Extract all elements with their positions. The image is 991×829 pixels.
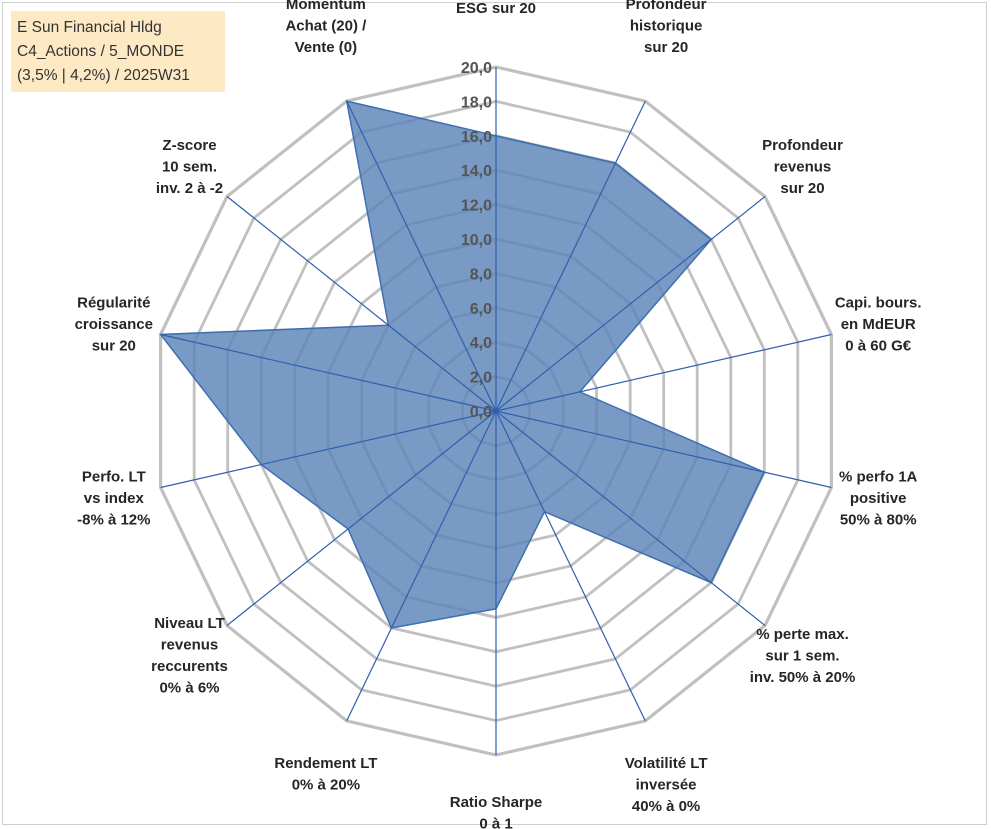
- axis-label-5-line-2: positive: [850, 490, 907, 507]
- axis-label-8-line-1: Ratio Sharpe: [450, 794, 543, 811]
- tick-label-3: 6,0: [470, 301, 492, 318]
- axis-label-5-line-3: 50% à 80%: [840, 512, 917, 529]
- axis-label-1: NoteESG sur 20: [456, 0, 536, 17]
- info-box-line-2: C4_Actions / 5_MONDE: [17, 43, 185, 60]
- axis-label-12-line-2: croissance: [75, 316, 153, 333]
- axis-label-7-line-3: 40% à 0%: [632, 798, 700, 815]
- axis-label-3: Profondeur revenus sur 20: [762, 137, 843, 197]
- axis-label-10: Niveau LT revenus reccurents 0% à 6%: [151, 615, 228, 697]
- axis-label-10-line-3: reccurents: [151, 658, 228, 675]
- axis-label-layer: NoteESG sur 20 Profondeur historique sur 20…: [75, 0, 922, 829]
- tick-label-6: 12,0: [461, 198, 492, 215]
- axis-label-3-line-2: revenus: [774, 159, 832, 176]
- axis-label-11: Perfo. LT vs index -8% à 12%: [77, 469, 150, 529]
- info-box: E Sun Financial Hldg C4_Actions / 5_MOND…: [11, 11, 225, 92]
- axis-label-2-line-1: Profondeur: [626, 0, 707, 13]
- spoke-13: [226, 196, 497, 412]
- axis-label-11-line-3: -8% à 12%: [77, 512, 150, 529]
- axis-label-8: Ratio Sharpe 0 à 1: [450, 794, 543, 829]
- tick-label-10: 20,0: [461, 60, 492, 77]
- tick-label-1: 2,0: [470, 370, 492, 387]
- axis-label-13-line-1: Z-score: [162, 137, 216, 154]
- spoke-10: [226, 410, 497, 626]
- axis-label-2: Profondeur historique sur 20: [626, 0, 707, 56]
- axis-label-6: % perte max. sur 1 sem. inv. 50% à 20%: [750, 626, 856, 686]
- axis-label-14-line-3: Vente (0): [295, 39, 358, 56]
- axis-label-10-line-4: 0% à 6%: [159, 680, 219, 697]
- axis-label-9-line-1: Rendement LT: [274, 755, 377, 772]
- axis-label-12: Régularité croissance sur 20: [75, 294, 153, 354]
- axis-label-10-line-2: revenus: [161, 637, 219, 654]
- axis-label-5: % perfo 1A positive 50% à 80%: [839, 469, 918, 529]
- info-box-line-3: (3,5% | 4,2%) / 2025W31: [17, 67, 190, 84]
- tick-label-0: 0,0: [470, 404, 492, 421]
- axis-label-14-line-1: Momentum: [286, 0, 366, 13]
- spoke-14: [346, 100, 497, 412]
- axis-label-14-line-2: Achat (20) /: [285, 17, 367, 34]
- axis-label-7-line-1: Volatilité LT: [625, 755, 708, 772]
- axis-label-13-line-3: inv. 2 à -2: [156, 180, 223, 197]
- axis-label-6-line-3: inv. 50% à 20%: [750, 669, 856, 686]
- axis-label-12-line-1: Régularité: [77, 294, 150, 311]
- axis-label-3-line-3: sur 20: [780, 180, 824, 197]
- axis-label-4: Capi. bours. en MdEUR 0 à 60 G€: [835, 294, 922, 354]
- axis-label-1-line-2: ESG sur 20: [456, 0, 536, 17]
- axis-label-7: Volatilité LT inversée 40% à 0%: [625, 755, 708, 815]
- spoke-12: [160, 333, 497, 412]
- tick-label-5: 10,0: [461, 232, 492, 249]
- axis-label-8-line-2: 0 à 1: [479, 816, 512, 829]
- axis-label-3-line-1: Profondeur: [762, 137, 843, 154]
- spoke-11: [160, 410, 497, 489]
- spoke-7: [495, 410, 646, 722]
- tick-label-7: 14,0: [461, 163, 492, 180]
- tick-layer: 0,0 2,0 4,0 6,0 8,0 10,0 12,0 14,0 16,0 18,0 20,0: [461, 60, 492, 421]
- tick-label-8: 16,0: [461, 129, 492, 146]
- axis-label-4-line-1: Capi. bours.: [835, 294, 922, 311]
- axis-label-7-line-2: inversée: [636, 777, 697, 794]
- axis-label-9-line-2: 0% à 20%: [292, 777, 360, 794]
- spoke-5: [495, 410, 832, 489]
- axis-label-6-line-1: % perte max.: [756, 626, 849, 643]
- axis-label-6-line-2: sur 1 sem.: [765, 647, 839, 664]
- axis-label-14: Momentum Achat (20) / Vente (0): [285, 0, 367, 56]
- axis-label-4-line-2: en MdEUR: [841, 316, 916, 333]
- axis-label-4-line-3: 0 à 60 G€: [845, 337, 912, 354]
- axis-label-11-line-1: Perfo. LT: [82, 469, 146, 486]
- spoke-4: [495, 333, 832, 412]
- spoke-layer: [160, 67, 832, 755]
- spoke-6: [495, 410, 766, 626]
- axis-label-9: Rendement LT 0% à 20%: [274, 755, 377, 794]
- tick-label-2: 4,0: [470, 335, 492, 352]
- axis-label-12-line-3: sur 20: [92, 337, 136, 354]
- spoke-9: [346, 410, 497, 722]
- axis-label-5-line-1: % perfo 1A: [839, 469, 918, 486]
- tick-label-4: 8,0: [470, 266, 492, 283]
- spoke-2: [495, 100, 646, 412]
- axis-label-11-line-2: vs index: [84, 490, 145, 507]
- axis-label-2-line-3: sur 20: [644, 39, 688, 56]
- info-box-line-1: E Sun Financial Hldg: [17, 19, 162, 36]
- axis-label-2-line-2: historique: [630, 17, 703, 34]
- axis-label-10-line-1: Niveau LT: [154, 615, 225, 632]
- spoke-3: [495, 196, 766, 412]
- axis-label-13-line-2: 10 sem.: [162, 159, 217, 176]
- tick-label-9: 18,0: [461, 94, 492, 111]
- axis-label-13: Z-score 10 sem. inv. 2 à -2: [156, 137, 223, 197]
